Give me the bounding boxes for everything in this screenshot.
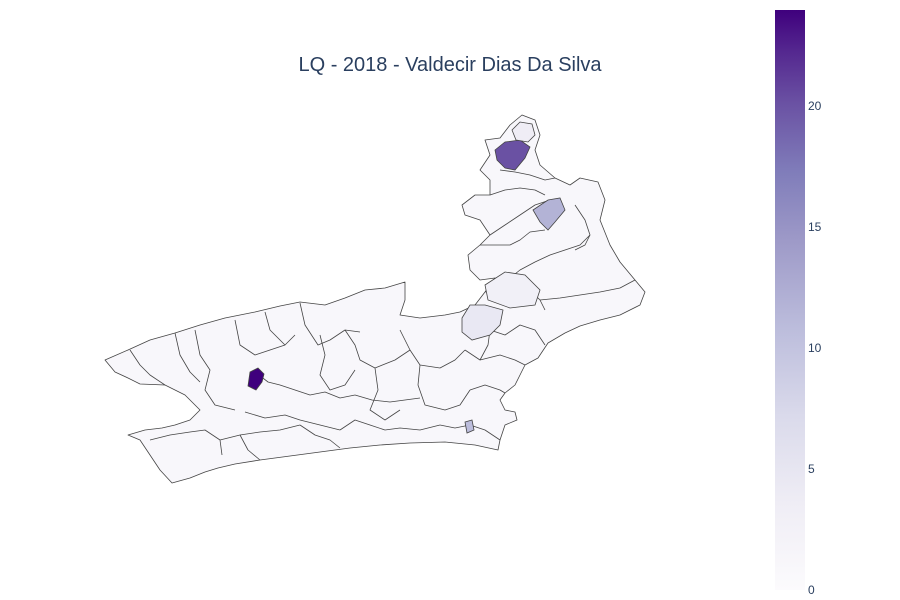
map-region-highlight-north-top	[511, 121, 536, 143]
map-region-highlight-north	[494, 139, 531, 171]
colorbar-tick-0: 0	[808, 583, 815, 597]
colorbar	[775, 10, 805, 590]
map-region-highlight-dark	[247, 367, 265, 391]
colorbar-tick-20: 20	[808, 99, 822, 113]
map-region-highlight-light	[484, 271, 541, 309]
map-region-highlight-upper-east	[532, 197, 566, 231]
map-region-highlight-mid	[461, 304, 504, 341]
map-region-outline	[104, 114, 646, 484]
colorbar-tick-10: 10	[808, 341, 822, 355]
map-title: LQ - 2018 - Valdecir Dias Da Silva	[298, 54, 602, 76]
colorbar-tick-5: 5	[808, 462, 815, 476]
map-region-highlight-coast	[464, 419, 475, 434]
colorbar-tick-15: 15	[808, 220, 822, 234]
